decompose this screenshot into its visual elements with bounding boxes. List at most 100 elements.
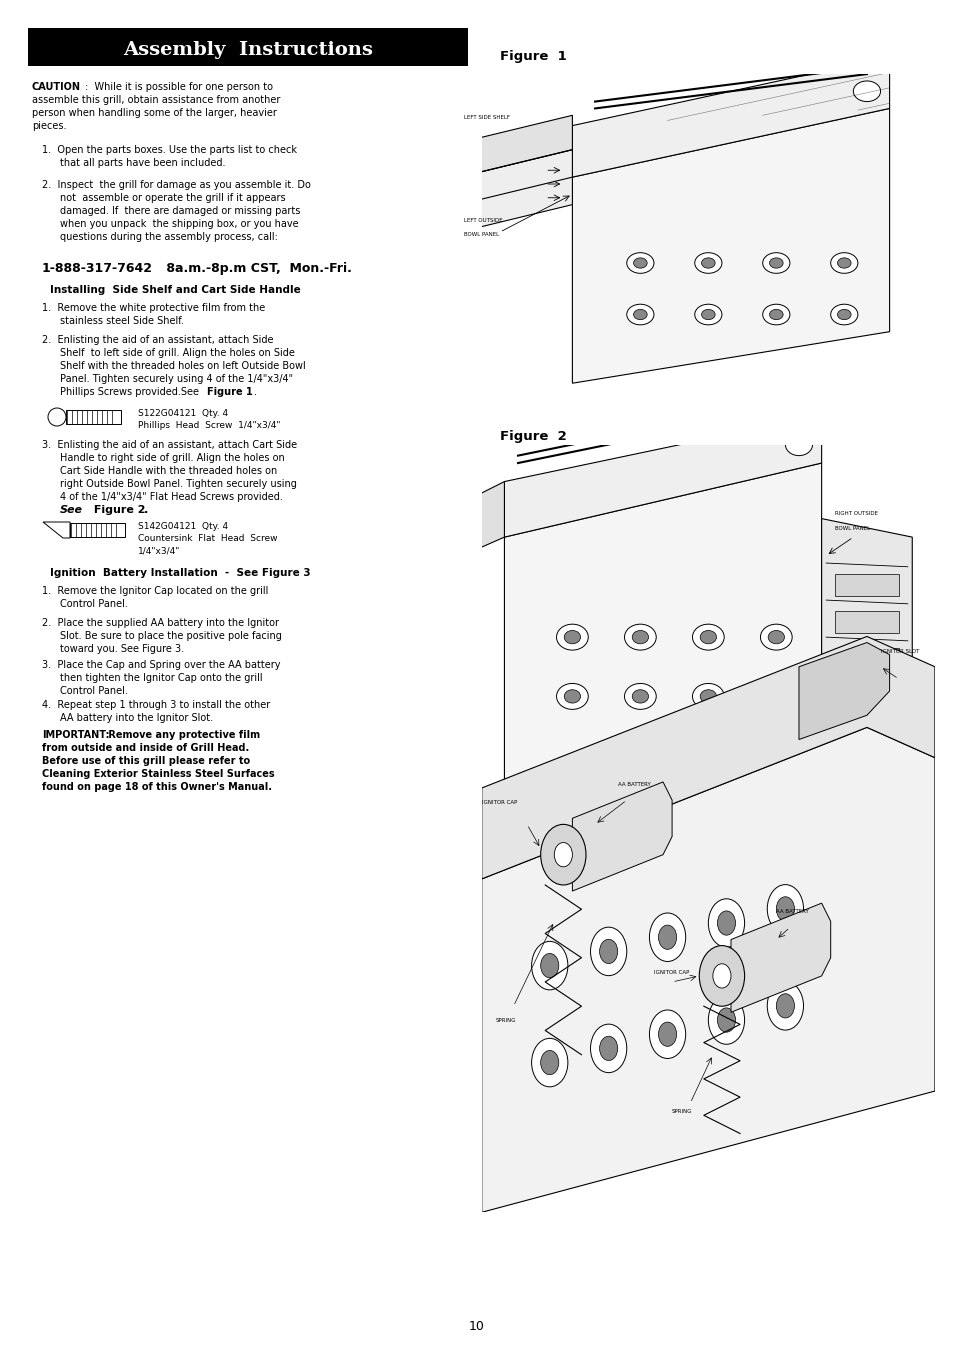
Circle shape [563,630,580,644]
Polygon shape [821,519,911,741]
Bar [28,28,468,66]
Text: 2.  Place the supplied AA battery into the Ignitor: 2. Place the supplied AA battery into th… [42,618,278,628]
Circle shape [554,843,572,867]
Circle shape [707,898,743,947]
Bar [66,409,121,424]
Text: LEFT OUTSIDE: LEFT OUTSIDE [463,218,501,224]
Circle shape [769,310,782,319]
Circle shape [760,683,791,710]
Bar [835,648,898,671]
Text: not  assemble or operate the grill if it appears: not assemble or operate the grill if it … [60,193,285,203]
Text: Figure  2: Figure 2 [499,430,566,443]
Circle shape [761,304,789,325]
Text: IGNITOR CAP: IGNITOR CAP [481,800,517,806]
Circle shape [776,897,794,921]
Circle shape [556,683,588,710]
Polygon shape [572,109,888,384]
Polygon shape [458,116,572,178]
Text: :  While it is possible for one person to: : While it is possible for one person to [85,82,273,92]
Text: 2.  Enlisting the aid of an assistant, attach Side: 2. Enlisting the aid of an assistant, at… [42,335,274,345]
Bar [835,686,898,707]
Polygon shape [481,727,934,1212]
Circle shape [766,982,802,1030]
Text: then tighten the Ignitor Cap onto the grill: then tighten the Ignitor Cap onto the gr… [60,674,262,683]
Text: when you unpack  the shipping box, or you have: when you unpack the shipping box, or you… [60,220,298,229]
Text: 1.  Open the parts boxes. Use the parts list to check: 1. Open the parts boxes. Use the parts l… [42,145,296,155]
Text: 3.  Place the Cap and Spring over the AA battery: 3. Place the Cap and Spring over the AA … [42,660,280,669]
Text: Control Panel.: Control Panel. [60,686,128,696]
Bar [835,612,898,633]
Circle shape [700,690,716,703]
Text: See: See [60,505,83,515]
Circle shape [830,304,857,325]
Circle shape [632,630,648,644]
Text: IMPORTANT:: IMPORTANT: [42,730,110,740]
Text: 2.  Inspect  the grill for damage as you assemble it. Do: 2. Inspect the grill for damage as you a… [42,180,311,190]
Text: stainless steel Side Shelf.: stainless steel Side Shelf. [60,317,184,326]
Text: BOWL PANEL: BOWL PANEL [463,232,498,237]
Polygon shape [504,415,821,537]
Text: pieces.: pieces. [32,121,67,131]
Circle shape [767,630,783,644]
Text: S142G04121  Qty. 4: S142G04121 Qty. 4 [138,523,228,531]
Circle shape [633,257,646,268]
Circle shape [626,304,654,325]
Circle shape [767,690,783,703]
Text: Figure 1: Figure 1 [207,387,253,397]
Text: that all parts have been included.: that all parts have been included. [60,158,225,168]
Text: Countersink  Flat  Head  Screw: Countersink Flat Head Screw [138,533,277,543]
Circle shape [556,624,588,651]
Circle shape [598,939,618,963]
Text: .: . [253,387,256,397]
Text: Remove any protective film: Remove any protective film [105,730,260,740]
Circle shape [540,954,558,978]
Circle shape [700,310,715,319]
Text: from outside and inside of Grill Head.: from outside and inside of Grill Head. [42,744,249,753]
Text: 8a.m.-8p.m CST,  Mon.-Fri.: 8a.m.-8p.m CST, Mon.-Fri. [162,263,352,275]
Text: .: . [144,505,148,515]
Text: IGNITOR CAP: IGNITOR CAP [653,970,689,975]
Circle shape [48,408,66,426]
Text: 1-888-317-7642: 1-888-317-7642 [42,263,152,275]
Circle shape [699,946,743,1006]
Circle shape [760,624,791,651]
Text: questions during the assembly process, call:: questions during the assembly process, c… [60,232,277,242]
Circle shape [837,257,850,268]
Circle shape [692,624,723,651]
Text: Figure  1: Figure 1 [499,50,566,63]
Polygon shape [798,643,888,740]
Circle shape [776,994,794,1018]
Circle shape [632,690,648,703]
Circle shape [852,81,880,101]
Circle shape [766,885,802,933]
Text: LEFT SIDE SHELF: LEFT SIDE SHELF [463,116,509,120]
Text: Figure 2: Figure 2 [90,505,146,515]
Text: 3.  Enlisting the aid of an assistant, attach Cart Side: 3. Enlisting the aid of an assistant, at… [42,440,296,450]
Circle shape [598,1036,618,1060]
Text: Panel. Tighten securely using 4 of the 1/4"x3/4": Panel. Tighten securely using 4 of the 1… [60,374,293,384]
Circle shape [540,824,585,885]
Polygon shape [730,902,830,1013]
Text: Installing  Side Shelf and Cart Side Handle: Installing Side Shelf and Cart Side Hand… [50,286,300,295]
Polygon shape [572,57,888,178]
Text: Cart Side Handle with the threaded holes on: Cart Side Handle with the threaded holes… [60,466,277,475]
Polygon shape [481,125,572,194]
Text: 10: 10 [469,1320,484,1334]
Text: Handle to right side of grill. Align the holes on: Handle to right side of grill. Align the… [60,453,284,463]
Text: BOWL PANEL: BOWL PANEL [835,527,869,531]
Text: person when handling some of the larger, heavier: person when handling some of the larger,… [32,108,276,119]
Circle shape [784,434,812,455]
Circle shape [717,1008,735,1032]
Text: AA BATTERY: AA BATTERY [618,781,650,787]
Text: Cleaning Exterior Stainless Steel Surfaces: Cleaning Exterior Stainless Steel Surfac… [42,769,274,779]
Text: SPRING: SPRING [671,1110,692,1114]
Text: 1.  Remove the white protective film from the: 1. Remove the white protective film from… [42,303,265,313]
Text: AA battery into the Ignitor Slot.: AA battery into the Ignitor Slot. [60,713,213,723]
Text: Slot. Be sure to place the positive pole facing: Slot. Be sure to place the positive pole… [60,630,281,641]
Text: SPRING: SPRING [495,1018,516,1024]
Text: toward you. See Figure 3.: toward you. See Figure 3. [60,644,184,655]
Text: HANDLE: HANDLE [862,762,884,768]
Circle shape [633,310,646,319]
Text: Before use of this grill please refer to: Before use of this grill please refer to [42,756,250,766]
Text: Phillips  Head  Screw  1/4"x3/4": Phillips Head Screw 1/4"x3/4" [138,422,280,430]
